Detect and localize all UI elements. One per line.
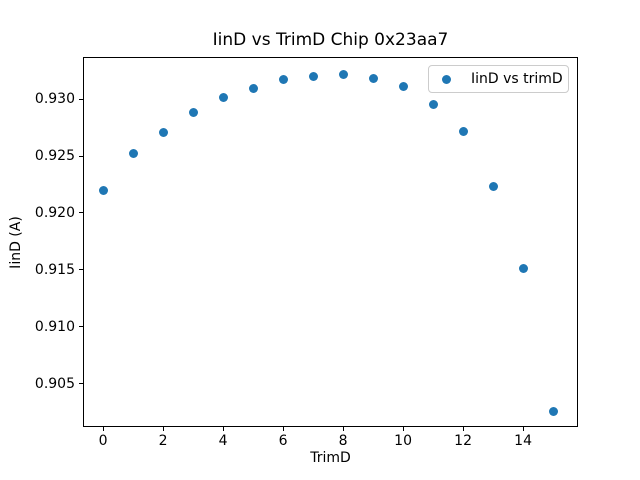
legend: IinD vs trimD — [428, 65, 569, 93]
x-tick-label: 4 — [218, 433, 228, 449]
data-point — [398, 82, 408, 92]
y-axis-tick — [79, 98, 83, 100]
data-point — [98, 185, 108, 195]
x-axis-tick — [222, 427, 224, 431]
x-axis-tick — [162, 427, 164, 431]
y-axis-tick — [79, 326, 83, 328]
x-tick-label: 12 — [454, 433, 472, 449]
x-axis-tick — [342, 427, 344, 431]
data-point — [338, 69, 348, 79]
data-point — [248, 84, 258, 94]
data-point — [128, 149, 138, 159]
data-point — [188, 108, 198, 118]
x-tick-label: 10 — [394, 433, 412, 449]
y-axis-tick — [79, 155, 83, 157]
y-tick-label: 0.930 — [34, 91, 75, 108]
data-point — [278, 75, 288, 85]
y-axis-tick — [79, 383, 83, 385]
x-axis-tick — [402, 427, 404, 431]
legend-label: IinD vs trimD — [471, 71, 563, 87]
data-point — [548, 406, 558, 416]
x-tick-label: 6 — [278, 433, 288, 449]
x-axis-tick — [102, 427, 104, 431]
y-axis-tick — [79, 269, 83, 271]
data-point — [218, 93, 228, 103]
data-point — [518, 264, 528, 274]
y-tick-label: 0.920 — [34, 204, 75, 221]
data-point — [308, 71, 318, 81]
y-tick-label: 0.925 — [34, 148, 75, 165]
x-tick-label: 0 — [98, 433, 108, 449]
x-axis-tick — [522, 427, 524, 431]
x-tick-label: 2 — [158, 433, 168, 449]
plot-area — [83, 57, 578, 427]
x-axis-tick — [282, 427, 284, 431]
data-point — [488, 182, 498, 192]
x-axis-tick — [462, 427, 464, 431]
data-point — [428, 100, 438, 110]
data-point — [158, 127, 168, 137]
y-axis-tick — [79, 212, 83, 214]
x-tick-label: 14 — [514, 433, 532, 449]
legend-marker-icon — [442, 74, 451, 84]
data-point — [458, 126, 468, 136]
y-tick-label: 0.910 — [34, 318, 75, 335]
y-tick-label: 0.905 — [34, 375, 75, 392]
x-axis-label: TrimD — [310, 450, 351, 466]
chart-title: IinD vs TrimD Chip 0x23aa7 — [212, 30, 449, 50]
y-axis-label: IinD (A) — [8, 216, 24, 269]
data-point — [368, 74, 378, 84]
y-tick-label: 0.915 — [34, 261, 75, 278]
x-tick-label: 8 — [338, 433, 348, 449]
